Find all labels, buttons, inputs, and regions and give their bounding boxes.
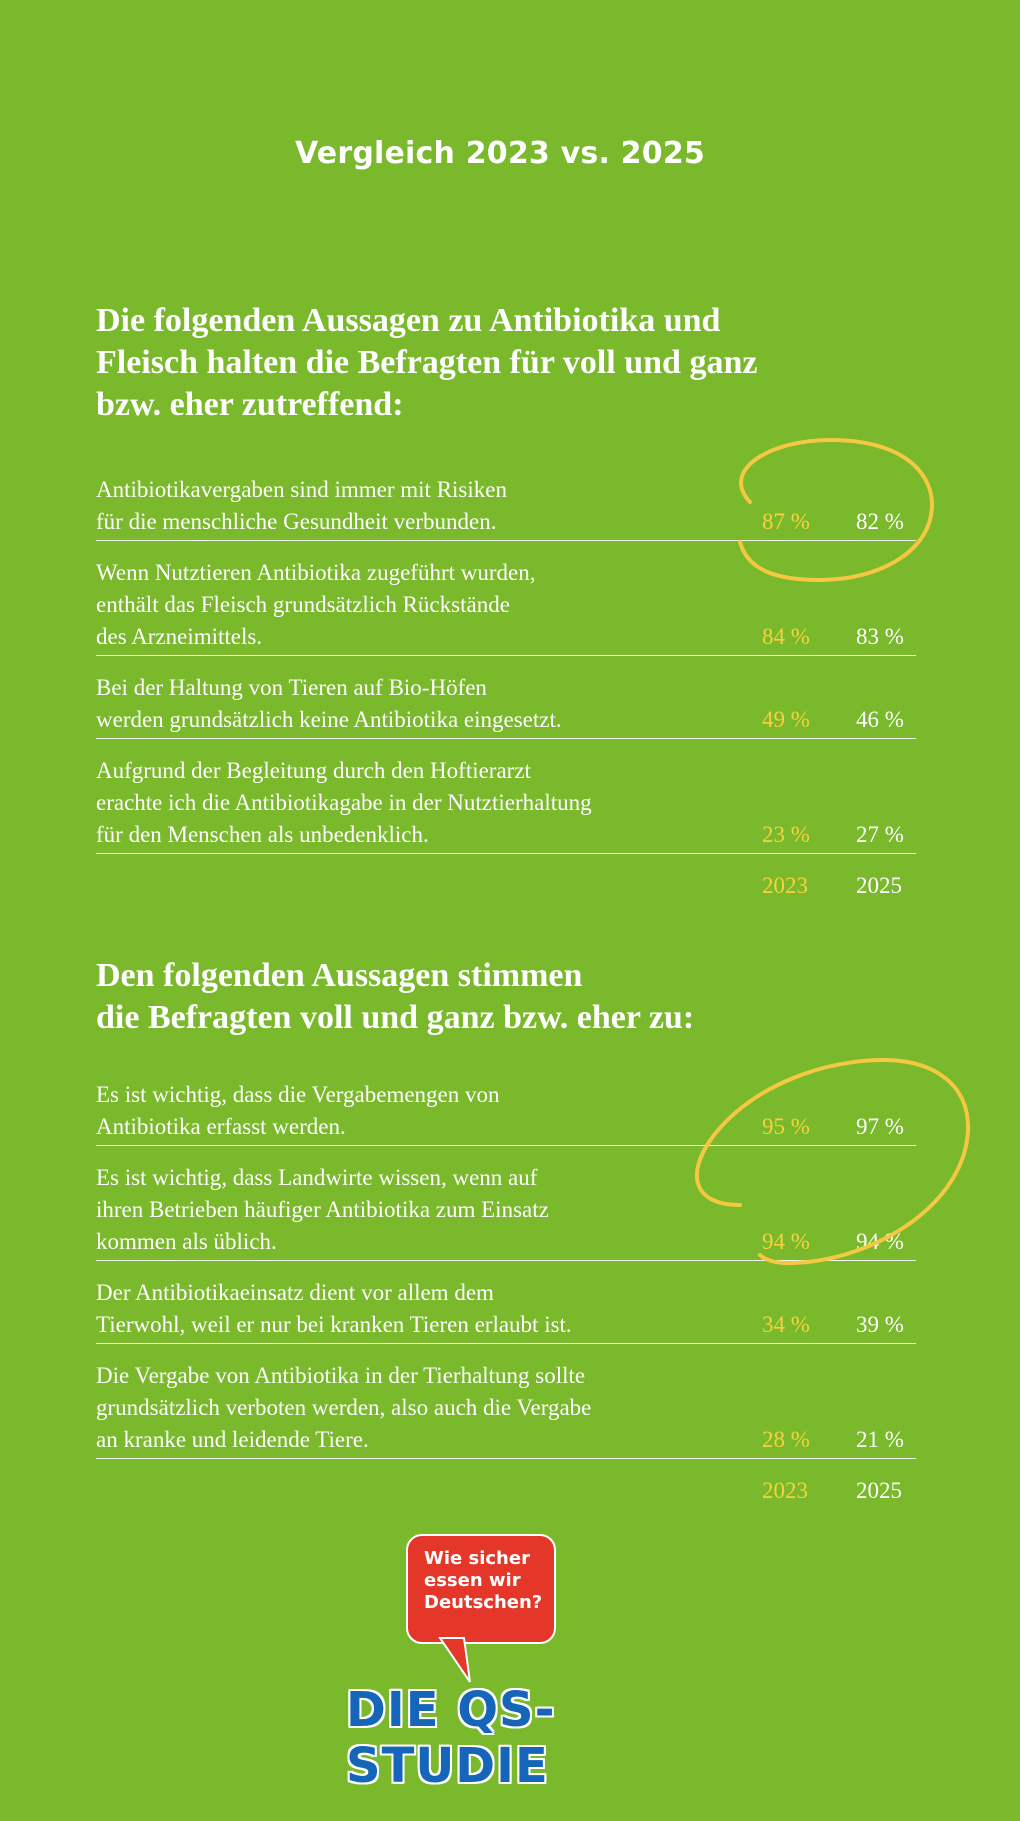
- value-2023: 94 %: [762, 1229, 810, 1254]
- highlight-swoosh-icon: [695, 1057, 971, 1266]
- bubble-line: essen wir: [424, 1570, 521, 1591]
- section-antibiotika-fleisch: Die folgenden Aussagen zu Antibiotika un…: [96, 300, 935, 898]
- value-2025: 21 %: [856, 1427, 904, 1452]
- value-2023: 84 %: [762, 624, 810, 649]
- section-2-heading: Den folgenden Aussagen stimmen die Befra…: [96, 955, 916, 1039]
- value-2025: 83 %: [856, 624, 904, 649]
- value-2025: 27 %: [856, 822, 904, 847]
- bubble-line: Wie sicher: [424, 1548, 530, 1569]
- statement-row: Wenn Nutztieren Antibiotika zugeführt wu…: [96, 553, 916, 656]
- statement-text: Es ist wichtig, dass die Vergabemengen v…: [96, 1082, 500, 1139]
- statement-row: Der Antibiotikaeinsatz dient vor allem d…: [96, 1273, 916, 1344]
- year-legend: 2023 2025: [96, 866, 916, 902]
- statement-text: Die Vergabe von Antibiotika in der Tierh…: [96, 1363, 592, 1452]
- statement-row: Aufgrund der Begleitung durch den Hoftie…: [96, 751, 916, 854]
- heading-line: Fleisch halten die Befragten für voll un…: [96, 344, 758, 381]
- value-2025: 82 %: [856, 509, 904, 534]
- statement-row: Bei der Haltung von Tieren auf Bio-Höfen…: [96, 668, 916, 739]
- statement-text: Bei der Haltung von Tieren auf Bio-Höfen…: [96, 675, 562, 732]
- section-2-rows: Es ist wichtig, dass die Vergabemengen v…: [96, 1075, 916, 1507]
- section-1-heading: Die folgenden Aussagen zu Antibiotika un…: [96, 300, 916, 426]
- value-2023: 95 %: [762, 1114, 810, 1139]
- year-label-2025: 2025: [856, 873, 902, 898]
- highlight-swoosh-icon: [738, 437, 935, 583]
- heading-line: Den folgenden Aussagen stimmen: [96, 957, 583, 994]
- value-2023: 49 %: [762, 707, 810, 732]
- value-2023: 23 %: [762, 822, 810, 847]
- page-title: Vergleich 2023 vs. 2025: [295, 136, 705, 171]
- statement-text: Aufgrund der Begleitung durch den Hoftie…: [96, 758, 592, 847]
- qs-studie-logo: Wie sicher essen wir Deutschen? DIE QS-S…: [340, 1530, 740, 1794]
- year-label-2025: 2025: [856, 1478, 902, 1503]
- bubble-line: Deutschen?: [424, 1592, 543, 1613]
- statement-text: Es ist wichtig, dass Landwirte wissen, w…: [96, 1165, 549, 1254]
- statement-row: Antibiotikavergaben sind immer mit Risik…: [96, 470, 916, 541]
- value-2023: 28 %: [762, 1427, 810, 1452]
- value-2025: 97 %: [856, 1114, 904, 1139]
- statement-row: Es ist wichtig, dass die Vergabemengen v…: [96, 1075, 916, 1146]
- brand-wordmark: DIE QS-STUDIE: [346, 1682, 556, 1794]
- statement-text: Wenn Nutztieren Antibiotika zugeführt wu…: [96, 560, 536, 649]
- value-2023: 87 %: [762, 509, 810, 534]
- year-label-2023: 2023: [762, 873, 808, 898]
- section-1-rows: Antibiotikavergaben sind immer mit Risik…: [96, 470, 916, 902]
- heading-line: die Befragten voll und ganz bzw. eher zu…: [96, 999, 695, 1036]
- value-2023: 34 %: [762, 1312, 810, 1337]
- heading-line: Die folgenden Aussagen zu Antibiotika un…: [96, 302, 721, 339]
- value-2025: 39 %: [856, 1312, 904, 1337]
- year-label-2023: 2023: [762, 1478, 808, 1503]
- statement-row: Die Vergabe von Antibiotika in der Tierh…: [96, 1356, 916, 1459]
- statement-text: Der Antibiotikaeinsatz dient vor allem d…: [96, 1280, 572, 1337]
- speech-bubble: Wie sicher essen wir Deutschen?: [406, 1534, 556, 1644]
- year-legend: 2023 2025: [96, 1471, 916, 1507]
- statement-text: Antibiotikavergaben sind immer mit Risik…: [96, 477, 507, 534]
- speech-bubble-tail-icon: [438, 1637, 471, 1683]
- heading-line: bzw. eher zutreffend:: [96, 386, 404, 423]
- value-2025: 46 %: [856, 707, 904, 732]
- section-zustimmung: Den folgenden Aussagen stimmen die Befra…: [96, 955, 971, 1503]
